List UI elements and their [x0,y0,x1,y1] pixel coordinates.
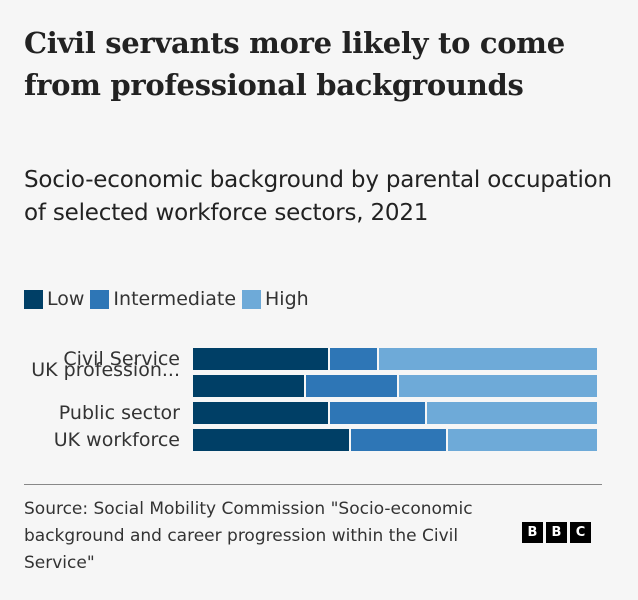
bbc-logo-letter: B [522,522,543,543]
chart-title: Civil servants more likely to come from … [24,26,565,102]
legend-label-high: High [265,288,309,310]
bar-segment-high [447,429,597,451]
bar-segment-low [193,402,331,424]
legend: Low Intermediate High [24,288,315,310]
legend-item-low: Low [24,288,84,310]
bbc-logo-letter: B [546,522,567,543]
bar-label: Civil Service [63,348,180,370]
source-note: Source: Social Mobility Commission "Soci… [24,499,473,573]
bar-row: Public sector [0,400,638,427]
bar-segment-low [193,429,351,451]
bbc-logo: B B C [522,522,594,543]
bar-label: UK workforce [53,429,180,451]
stacked-bar [193,429,597,451]
chart-subtitle: Socio-economic background by parental oc… [24,167,612,226]
bar-row: Civil Service [0,346,638,373]
bar-segment-intermediate [330,348,379,370]
bar-label: UK profession... [31,359,180,381]
divider [24,484,602,485]
stacked-bar [193,375,597,397]
stacked-bar [193,348,597,370]
bar-segment-high [378,348,597,370]
legend-swatch-intermediate [90,289,110,309]
bar-segment-intermediate [350,429,448,451]
stacked-bar [193,402,597,424]
legend-item-intermediate: Intermediate [90,288,236,310]
bar-segment-low [193,375,307,397]
legend-label-intermediate: Intermediate [113,288,237,310]
bar-segment-high [399,375,597,397]
legend-item-high: High [242,288,309,310]
bar-segment-intermediate [330,402,428,424]
bar-segment-intermediate [306,375,400,397]
bar-label: Public sector [58,402,180,424]
bbc-logo-letter: C [570,522,591,543]
bar-row: UK profession... [0,359,638,400]
legend-label-low: Low [47,288,85,310]
legend-swatch-high [242,289,262,309]
bar-row: UK workforce [0,427,638,454]
bar-segment-high [427,402,597,424]
chart-rows: Civil Service UK profession... Public sect… [0,346,638,454]
bar-segment-low [193,348,331,370]
legend-swatch-low [24,289,43,309]
